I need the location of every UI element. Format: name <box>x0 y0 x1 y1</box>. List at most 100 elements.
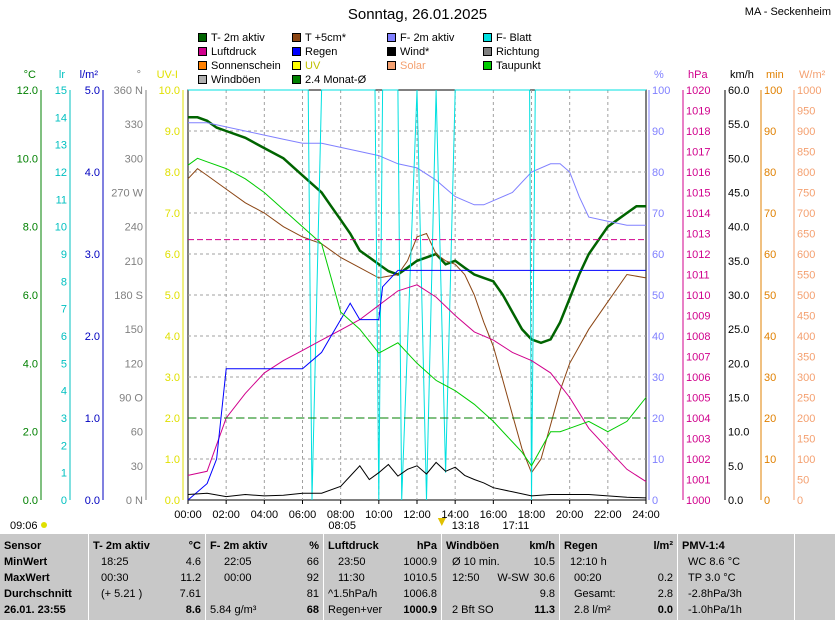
stats-row-max-label: MaxWert <box>4 572 50 584</box>
stats-rain-max: 0.2 <box>657 572 673 584</box>
stats-wind-current: 11.3 <box>534 604 555 616</box>
right-axis-tick-label: 600 <box>797 249 815 261</box>
right-axis-tick-label: 0 <box>652 495 658 507</box>
legend-label: Windböen <box>211 74 261 86</box>
time-tick-label: 14:00 <box>441 509 469 521</box>
stats-temp-min-time: 18:25 <box>101 556 129 568</box>
left-axis-tick-label: 1.0 <box>165 454 180 466</box>
legend-item-0: T- 2m aktiv <box>198 32 265 44</box>
right-axis-tick-label: 90 <box>652 126 664 138</box>
page-title: Sonntag, 26.01.2025 <box>347 6 488 23</box>
stats-rain-sum: 2.8 l/m² <box>574 604 611 616</box>
stats-rain-total: 2.8 <box>657 588 673 600</box>
right-axis-tick-label: 800 <box>797 167 815 179</box>
right-axis-tick-label: 45.0 <box>728 188 749 200</box>
right-axis-tick-label: 50.0 <box>728 153 749 165</box>
stats-hum-unit: % <box>309 540 319 552</box>
legend-item-2: F- 2m aktiv <box>387 32 454 44</box>
stats-col-pressure: Luftdruck hPa 23:50 1000.9 11:30 1010.5 ^1.… <box>324 534 442 620</box>
time-tick-label: 16:00 <box>480 509 508 521</box>
right-axis-tick-label: 90 <box>764 126 776 138</box>
left-axis-tick-label: 12 <box>55 167 67 179</box>
right-axis-tick-label: 400 <box>797 331 815 343</box>
right-axis-tick-label: 1014 <box>686 208 710 220</box>
stats-col-sensor: Sensor MinWert MaxWert Durchschnitt 26.0… <box>0 534 89 620</box>
time-tick-label: 22:00 <box>594 509 622 521</box>
left-axis-tick-label: 360 N <box>114 85 143 97</box>
time-tick-label: 04:00 <box>251 509 279 521</box>
stats-press-unit: hPa <box>416 540 437 552</box>
stats-wind-unit: km/h <box>529 540 555 552</box>
left-axis-tick-label: 4 <box>61 386 67 398</box>
stats-rain-duration: 12:10 h <box>570 556 607 568</box>
right-axis-tick-label: 1019 <box>686 106 710 118</box>
stats-rain-current: 0.0 <box>657 604 673 616</box>
right-axis-tick-label: 80 <box>764 167 776 179</box>
legend-item-4: Luftdruck <box>198 46 256 58</box>
stats-press-min-time: 23:50 <box>338 556 366 568</box>
legend-item-9: UV <box>292 60 320 72</box>
right-axis-unit: hPa <box>688 69 708 81</box>
stats-wind-max-dir: W-SW <box>497 572 529 584</box>
stats-temp-header: T- 2m aktiv <box>93 540 150 552</box>
legend-swatch <box>292 33 301 42</box>
series-line-6 <box>187 461 647 499</box>
left-axis-tick-label: 30 <box>131 461 143 473</box>
stats-wind-bft: 2 Bft SO <box>452 604 494 616</box>
right-axis-tick-label: 850 <box>797 147 815 159</box>
left-axis-tick-label: 15 <box>55 85 67 97</box>
series-line-4 <box>187 284 647 483</box>
right-axis-tick-label: 250 <box>797 393 815 405</box>
stats-rain-total-label: Gesamt: <box>574 588 616 600</box>
stats-wind-avg-label: Ø 10 min. <box>452 556 500 568</box>
right-axis-tick-label: 1015 <box>686 188 710 200</box>
stats-hum-max-time: 00:00 <box>224 572 252 584</box>
right-axis-tick-label: 750 <box>797 188 815 200</box>
legend-item-10: Solar <box>387 60 426 72</box>
series-line-0 <box>188 116 646 345</box>
left-axis-tick-label: 120 <box>125 358 143 370</box>
left-axis-tick-label: 180 S <box>114 290 143 302</box>
left-axis-tick-label: 12.0 <box>17 85 38 97</box>
right-axis-tick-label: 1010 <box>686 290 710 302</box>
time-tick-label: 12:00 <box>403 509 431 521</box>
right-axis-tick-label: 550 <box>797 270 815 282</box>
time-tick-label: 06:00 <box>289 509 317 521</box>
right-axis-tick-label: 1004 <box>686 413 710 425</box>
right-axis-unit: W/m² <box>799 69 826 81</box>
stats-hum-max: 92 <box>306 572 319 584</box>
left-axis-tick-label: 0 <box>61 495 67 507</box>
stats-temp-unit: °C <box>188 540 201 552</box>
left-axis-tick-label: 10.0 <box>17 153 38 165</box>
time-tick-label: 00:00 <box>174 509 202 521</box>
legend-label: F- Blatt <box>496 32 532 44</box>
left-axis-tick-label: 2.0 <box>23 427 38 439</box>
sunrise-label: 08:05 <box>328 520 356 532</box>
left-axis-tick-label: 3 <box>61 413 67 425</box>
right-axis-tick-label: 1018 <box>686 126 710 138</box>
left-axis-tick-label: 2 <box>61 440 67 452</box>
stats-hum-min: 66 <box>306 556 319 568</box>
series-line-3 <box>188 89 646 501</box>
left-axis-tick-label: 5 <box>61 358 67 370</box>
stats-pmv-dewpoint: TP 3.0 °C <box>688 572 736 584</box>
right-axis-tick-label: 80 <box>652 167 664 179</box>
right-axis-tick-label: 10 <box>764 454 776 466</box>
right-axis-unit: % <box>654 69 664 81</box>
stats-hum-min-time: 22:05 <box>224 556 252 568</box>
stats-press-current: 1000.9 <box>403 604 437 616</box>
left-axis-unit: °C <box>24 69 36 81</box>
legend-swatch <box>292 61 301 70</box>
right-axis-tick-label: 50 <box>797 475 809 487</box>
stats-temp-diff: (+ 5.21 ) <box>101 588 143 600</box>
legend-swatch <box>387 61 396 70</box>
right-axis-unit: min <box>766 69 784 81</box>
right-axis-tick-label: 1006 <box>686 372 710 384</box>
right-axis-tick-label: 900 <box>797 126 815 138</box>
stats-temp-current: 8.6 <box>185 604 201 616</box>
stats-temp-max: 11.2 <box>180 572 201 584</box>
stats-rain-unit: l/m² <box>653 540 673 552</box>
right-axis-tick-label: 50 <box>764 290 776 302</box>
right-axis-tick-label: 1013 <box>686 229 710 241</box>
right-axis-tick-label: 30 <box>652 372 664 384</box>
